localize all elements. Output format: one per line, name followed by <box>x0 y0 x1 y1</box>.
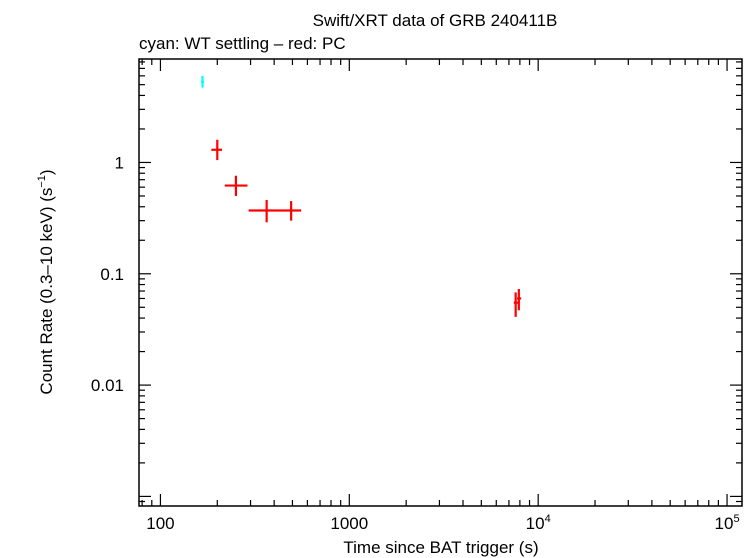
x-tick-label-exp: 4 <box>545 513 551 525</box>
axis-ticks <box>139 59 742 506</box>
data-point <box>517 288 522 311</box>
data-point <box>248 199 282 223</box>
x-tick-label: 105 <box>715 513 740 533</box>
x-tick-label: 104 <box>526 513 551 533</box>
data-point <box>513 292 518 317</box>
y-axis-label-sup: −1 <box>36 175 48 188</box>
data-points <box>201 75 522 317</box>
y-axis-label: Count Rate (0.3–10 keV) (s−1) <box>36 169 56 394</box>
plot-frame <box>138 58 743 507</box>
x-tick-label: 1000 <box>330 514 368 533</box>
y-tick-label: 0.1 <box>100 265 124 284</box>
x-tick-label: 100 <box>146 514 174 533</box>
data-point <box>211 139 223 161</box>
y-tick-labels: 1 0.1 0.01 <box>91 153 124 395</box>
x-tick-label-base: 100 <box>146 514 174 533</box>
x-tick-label-base: 10 <box>526 514 545 533</box>
x-tick-label-base: 10 <box>715 514 734 533</box>
x-tick-label-base: 1000 <box>330 514 368 533</box>
data-point <box>201 75 204 88</box>
data-point <box>224 175 248 196</box>
chart-title: Swift/XRT data of GRB 240411B <box>313 11 558 30</box>
chart-subtitle: cyan: WT settling – red: PC <box>139 34 346 53</box>
y-axis-label-main: Count Rate (0.3–10 keV) (s <box>37 188 56 395</box>
y-axis-label-close: ) <box>37 169 56 175</box>
x-tick-labels: 100 1000 104 105 <box>146 513 739 533</box>
y-tick-label: 0.01 <box>91 376 124 395</box>
y-tick-label: 1 <box>115 153 124 172</box>
data-point <box>281 201 302 221</box>
x-tick-label-exp: 5 <box>733 513 739 525</box>
x-axis-label: Time since BAT trigger (s) <box>343 538 538 557</box>
